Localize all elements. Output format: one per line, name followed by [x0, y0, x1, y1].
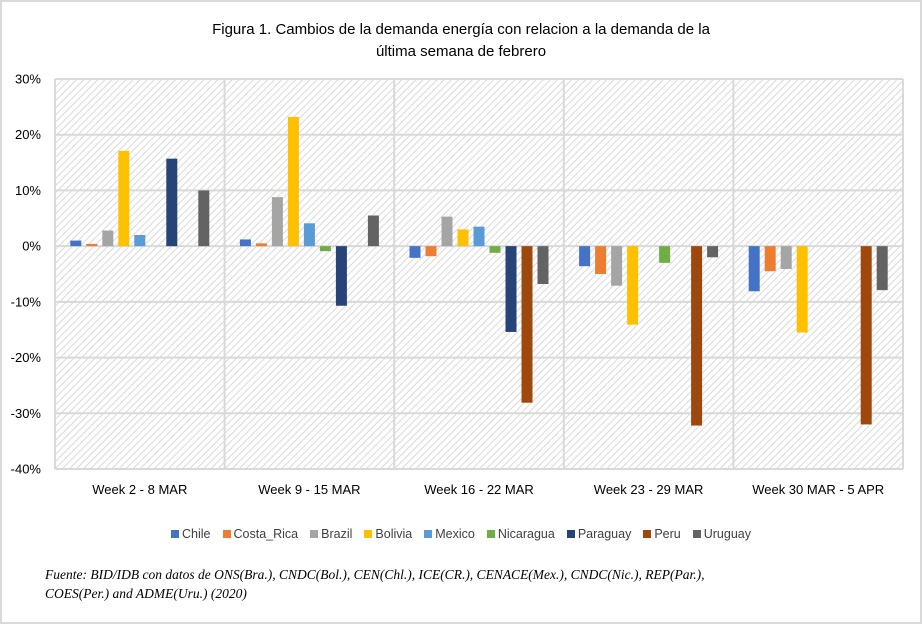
- legend-item-mexico: Mexico: [424, 527, 475, 541]
- legend-label: Costa_Rica: [233, 527, 299, 541]
- legend-swatch: [424, 530, 433, 538]
- y-tick-label: 0%: [22, 239, 41, 254]
- legend-item-uruguay: Uruguay: [692, 527, 751, 541]
- bar-chile: [239, 239, 251, 247]
- source-note: Fuente: BID/IDB con datos de ONS(Bra.), …: [45, 565, 875, 603]
- y-tick-label: 30%: [15, 72, 41, 87]
- legend-label: Chile: [182, 527, 211, 541]
- bar-peru: [860, 246, 872, 425]
- chart-title-line-2: última semana de febrero: [375, 43, 547, 60]
- bar-bolivia: [796, 246, 808, 333]
- bar-costa-rica: [425, 246, 437, 257]
- bar-uruguay: [198, 190, 210, 247]
- legend-swatch: [364, 530, 373, 538]
- bar-chile: [409, 246, 421, 258]
- gridlines: [54, 78, 904, 470]
- bar-uruguay: [876, 246, 888, 291]
- bar-brazil: [271, 197, 283, 247]
- bar-costa-rica: [255, 243, 267, 247]
- bar-brazil: [102, 230, 114, 247]
- bar-nicaragua: [659, 246, 671, 263]
- bar-bolivia: [118, 150, 130, 247]
- bar-uruguay: [707, 246, 719, 258]
- legend-label: Peru: [654, 527, 681, 541]
- bar-uruguay: [537, 246, 549, 285]
- bar-nicaragua: [319, 246, 331, 252]
- source-line-2: COES(Per.) and ADME(Uru.) (2020): [45, 586, 247, 601]
- chart-title: Figura 1. Cambios de la demanda energía …: [0, 19, 922, 63]
- bar-chile: [70, 240, 82, 247]
- bar-paraguay: [335, 246, 347, 306]
- bar-costa-rica: [764, 246, 776, 272]
- legend: Chile Costa_Rica Brazil Bolivia Mexico Nicara…: [0, 527, 922, 541]
- bar-paraguay: [505, 246, 517, 332]
- bar-nicaragua: [489, 246, 501, 253]
- bar-paraguay: [166, 158, 178, 247]
- bar-bolivia: [457, 229, 469, 247]
- chart-title-line-1: Figura 1. Cambios de la demanda energía …: [212, 21, 710, 38]
- legend-swatch: [643, 530, 652, 538]
- legend-swatch: [486, 530, 495, 538]
- x-tick-label: Week 16 - 22 MAR: [424, 482, 534, 497]
- y-tick-label: -40%: [11, 462, 42, 477]
- bar-costa-rica: [595, 246, 607, 274]
- legend-label: Paraguay: [577, 527, 632, 541]
- y-tick-label: -30%: [11, 406, 42, 421]
- y-tick-label: -20%: [11, 350, 42, 365]
- bar-mexico: [134, 235, 146, 247]
- legend-item-nicaragua: Nicaragua: [486, 527, 555, 541]
- bar-brazil: [780, 246, 792, 269]
- bar-bolivia: [287, 116, 299, 247]
- x-tick-label: Week 23 - 29 MAR: [594, 482, 704, 497]
- legend-swatch: [171, 530, 180, 538]
- legend-swatch: [692, 530, 701, 538]
- legend-item-costa-rica: Costa_Rica: [222, 527, 299, 541]
- legend-label: Mexico: [435, 527, 475, 541]
- legend-item-paraguay: Paraguay: [566, 527, 632, 541]
- legend-swatch: [566, 530, 575, 538]
- y-tick-label: -10%: [11, 294, 42, 309]
- legend-item-peru: Peru: [643, 527, 681, 541]
- y-axis-ticks: 30% 20% 10% 0% -10% -20% -30% -40%: [11, 72, 42, 477]
- bar-mexico: [473, 226, 485, 247]
- bar-bolivia: [627, 246, 639, 325]
- plot-area: [55, 79, 903, 469]
- x-axis-ticks: Week 2 - 8 MAR Week 9 - 15 MAR Week 16 - 2…: [92, 482, 884, 497]
- bar-chile: [579, 246, 591, 267]
- bar-mexico: [303, 223, 315, 247]
- legend-label: Nicaragua: [497, 527, 555, 541]
- x-tick-label: Week 30 MAR - 5 APR: [752, 482, 884, 497]
- bar-uruguay: [367, 215, 379, 247]
- legend-label: Brazil: [321, 527, 353, 541]
- bar-brazil: [611, 246, 623, 286]
- legend-item-chile: Chile: [171, 527, 211, 541]
- legend-label: Uruguay: [703, 527, 751, 541]
- legend-swatch: [222, 530, 231, 538]
- legend-item-brazil: Brazil: [310, 527, 352, 541]
- bar-peru: [521, 246, 533, 403]
- legend-swatch: [310, 530, 319, 538]
- legend-item-bolivia: Bolivia: [364, 527, 412, 541]
- source-line-1: Fuente: BID/IDB con datos de ONS(Bra.), …: [45, 567, 705, 582]
- bar-peru: [691, 246, 703, 426]
- bar-brazil: [441, 216, 453, 247]
- y-tick-label: 10%: [15, 183, 41, 198]
- legend-label: Bolivia: [375, 527, 413, 541]
- x-tick-label: Week 9 - 15 MAR: [258, 482, 360, 497]
- bar-costa-rica: [86, 243, 98, 247]
- bars: [70, 116, 888, 426]
- bar-chile: [748, 246, 760, 292]
- y-tick-label: 20%: [15, 127, 41, 142]
- x-tick-label: Week 2 - 8 MAR: [92, 482, 187, 497]
